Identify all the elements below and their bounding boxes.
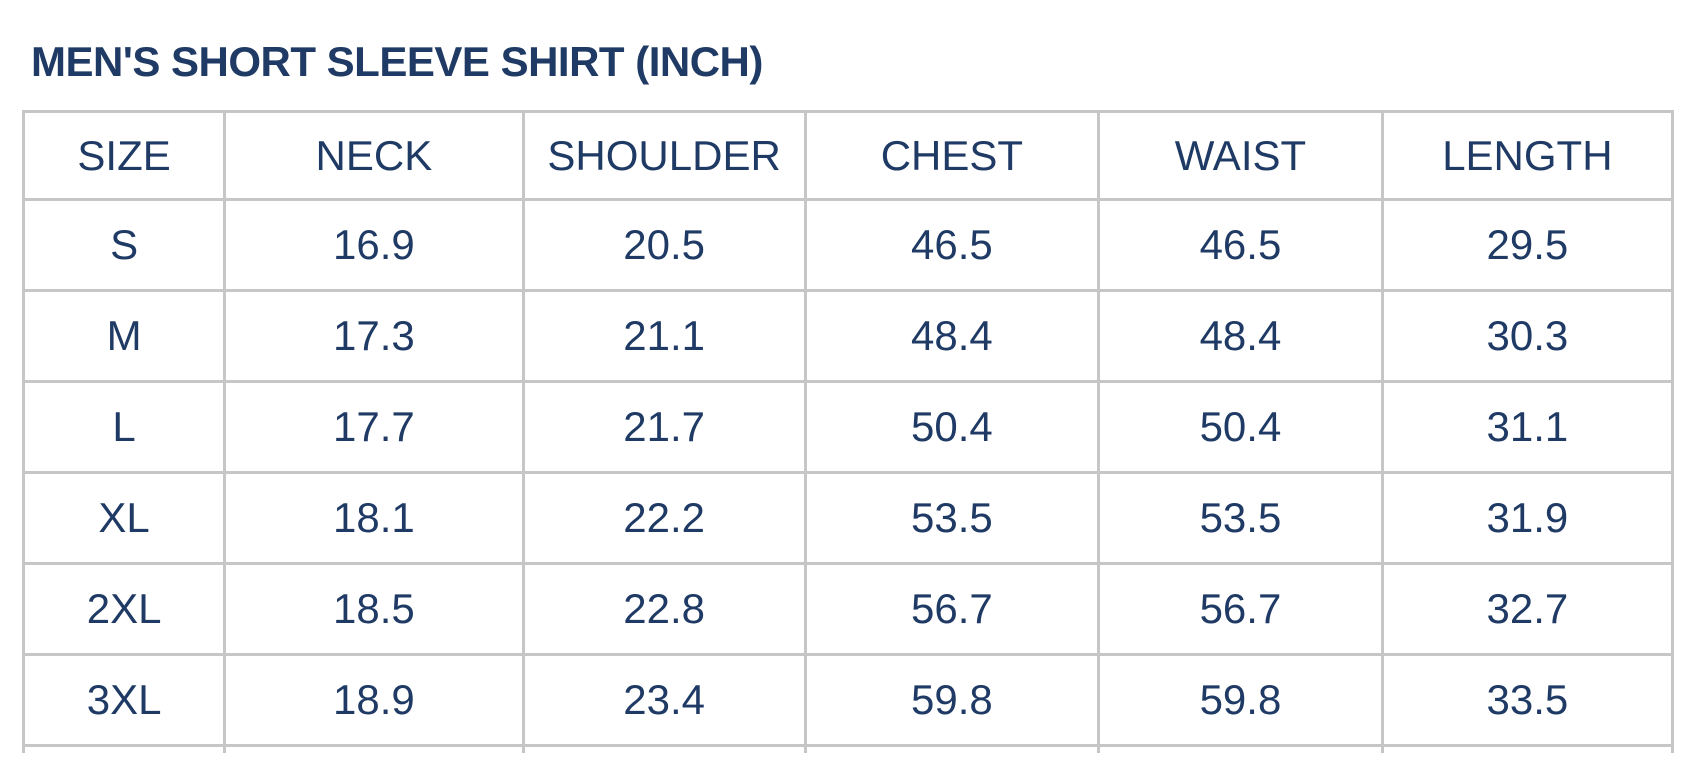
chest-cell: 56.7 — [803, 562, 1101, 656]
column-header-neck: NECK — [223, 110, 525, 201]
column-header-length: LENGTH — [1380, 110, 1675, 201]
size-cell: 2XL — [21, 562, 227, 656]
shoulder-cell: 23.4 — [521, 653, 807, 747]
chest-cell: 53.5 — [803, 471, 1101, 565]
length-cell: 29.5 — [1380, 198, 1675, 292]
neck-cell: 18.5 — [223, 562, 525, 656]
waist-cell: 59.8 — [1097, 653, 1384, 747]
neck-cell: 16.9 — [223, 198, 525, 292]
shoulder-cell: 20.5 — [521, 198, 807, 292]
chest-cell: 48.4 — [803, 289, 1101, 383]
size-cell: M — [21, 289, 227, 383]
chest-cell: 50.4 — [803, 380, 1101, 474]
size-cell: L — [21, 380, 227, 474]
column-header-shoulder: SHOULDER — [521, 110, 807, 201]
page-title: MEN'S SHORT SLEEVE SHIRT (INCH) — [31, 38, 763, 85]
table-row-2xl: 2XL 18.5 22.8 56.7 56.7 32.7 — [21, 562, 1675, 656]
length-cell: 32.7 — [1380, 562, 1675, 656]
table-row-m: M 17.3 21.1 48.4 48.4 30.3 — [21, 289, 1675, 383]
shoulder-cell: 22.2 — [521, 471, 807, 565]
length-cell: 31.1 — [1380, 380, 1675, 474]
neck-cell: 17.3 — [223, 289, 525, 383]
table-row-3xl: 3XL 18.9 23.4 59.8 59.8 33.5 — [21, 653, 1675, 747]
waist-cell: 56.7 — [1097, 562, 1384, 656]
neck-cell: 18.9 — [223, 653, 525, 747]
size-chart-table: SIZE NECK SHOULDER CHEST WAIST LENGTH S … — [21, 110, 1675, 753]
waist-cell: 50.4 — [1097, 380, 1384, 474]
size-cell: S — [21, 198, 227, 292]
waist-cell: 53.5 — [1097, 471, 1384, 565]
column-header-size: SIZE — [21, 110, 227, 201]
table-body: S 16.9 20.5 46.5 46.5 29.5 M 17.3 21.1 4… — [21, 198, 1675, 753]
header-row: SIZE NECK SHOULDER CHEST WAIST LENGTH — [21, 110, 1675, 201]
column-header-chest: CHEST — [803, 110, 1101, 201]
size-cell: 3XL — [21, 653, 227, 747]
shoulder-cell: 21.1 — [521, 289, 807, 383]
chest-cell: 46.5 — [803, 198, 1101, 292]
cropped-next-row-stub — [21, 744, 1675, 753]
neck-cell: 18.1 — [223, 471, 525, 565]
waist-cell: 46.5 — [1097, 198, 1384, 292]
shoulder-cell: 21.7 — [521, 380, 807, 474]
length-cell: 31.9 — [1380, 471, 1675, 565]
waist-cell: 48.4 — [1097, 289, 1384, 383]
table-header: SIZE NECK SHOULDER CHEST WAIST LENGTH — [21, 110, 1675, 201]
table-row-xl: XL 18.1 22.2 53.5 53.5 31.9 — [21, 471, 1675, 565]
column-header-waist: WAIST — [1097, 110, 1384, 201]
shoulder-cell: 22.8 — [521, 562, 807, 656]
table-row-l: L 17.7 21.7 50.4 50.4 31.1 — [21, 380, 1675, 474]
neck-cell: 17.7 — [223, 380, 525, 474]
table-row-s: S 16.9 20.5 46.5 46.5 29.5 — [21, 198, 1675, 292]
length-cell: 30.3 — [1380, 289, 1675, 383]
chest-cell: 59.8 — [803, 653, 1101, 747]
size-cell: XL — [21, 471, 227, 565]
length-cell: 33.5 — [1380, 653, 1675, 747]
